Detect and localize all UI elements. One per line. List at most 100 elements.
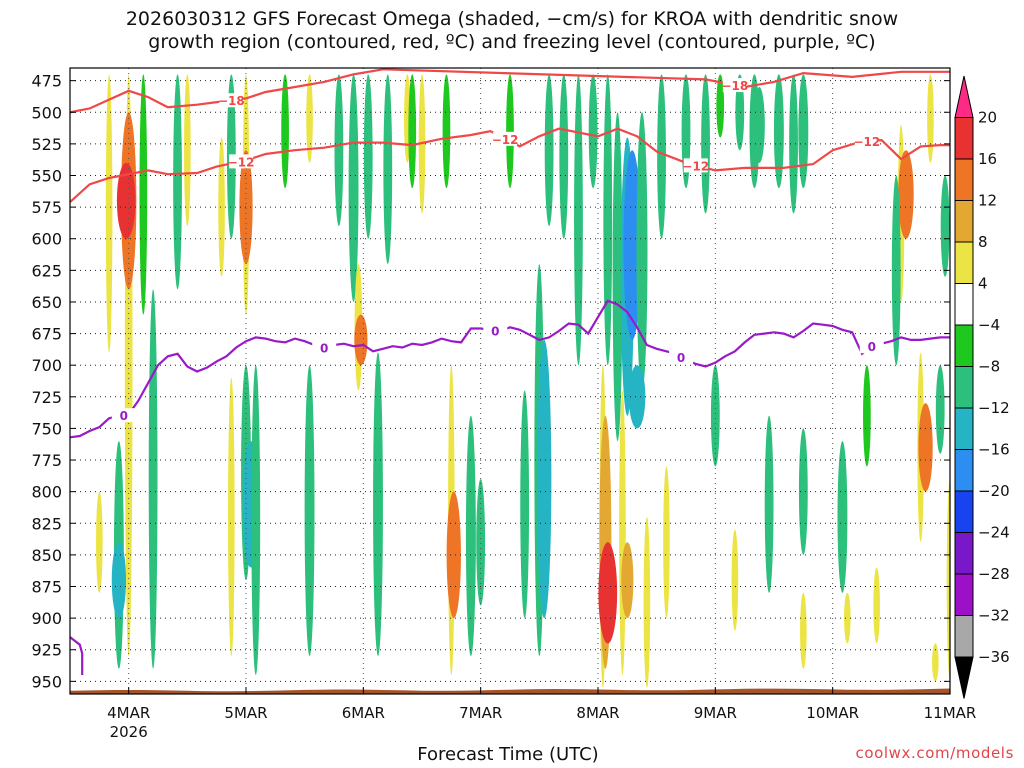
omega-blob-62: [716, 74, 725, 138]
omega-blob-35: [465, 415, 476, 657]
omega-blob-55: [598, 542, 618, 644]
contour-line-0: [70, 68, 950, 114]
terrain-ground: [70, 688, 950, 694]
chart-title-line-2: growth region (contoured, red, ºC) and f…: [148, 31, 876, 53]
omega-blob-8: [148, 289, 158, 669]
contour-label-8: 0: [491, 324, 499, 338]
omega-blob-5: [105, 74, 113, 353]
omega-blob-57: [621, 542, 634, 619]
y-tick-label-950: 950: [31, 672, 62, 691]
x-tick-label-2: 6MAR: [342, 704, 385, 722]
y-tick-label-600: 600: [31, 230, 62, 249]
omega-blob-83: [844, 592, 851, 644]
contour-label-bg-4: [683, 158, 708, 173]
y-tick-label-575: 575: [31, 198, 62, 217]
omega-blob-23: [348, 74, 359, 302]
x-tick-label-1: 5MAR: [224, 704, 267, 722]
omega-blob-36: [476, 479, 486, 606]
colorbar-bottom-arrow: [954, 656, 974, 699]
axes: 475 500 525 550 575 600 625 650 675 700 725 750 775 8…: [31, 72, 976, 741]
omega-blob-45: [603, 74, 613, 366]
contour-label-1: −18: [722, 79, 749, 93]
contour-label-bg-1: [722, 78, 747, 93]
omega-blob-80: [935, 365, 945, 454]
terrain-surface: [70, 688, 950, 694]
omega-blob-65: [753, 86, 765, 163]
omega-blob-69: [764, 415, 774, 593]
y-tick-label-500: 500: [31, 103, 62, 122]
colorbar-label-8: −16: [978, 441, 1010, 459]
temperature-contours: −18 −18 −12 −12 −12 −12 0 0 0 0 0: [70, 68, 950, 675]
colorbar-segment-2: [954, 158, 974, 201]
x-axis-title: Forecast Time (UTC): [417, 744, 599, 765]
y-tick-label-900: 900: [31, 609, 62, 628]
colorbar-segment-11: [954, 532, 974, 575]
omega-shading: [96, 74, 950, 688]
contour-label-bg-7: [312, 340, 337, 355]
omega-blob-63: [735, 74, 745, 151]
omega-blob-21: [304, 365, 315, 657]
contour-label-10: 0: [868, 340, 876, 354]
colorbar-label-2: 12: [978, 192, 997, 210]
omega-blob-42: [559, 74, 569, 239]
contour-label-bg-9: [669, 349, 694, 364]
colorbar-segment-10: [954, 490, 974, 533]
omega-blob-30: [408, 74, 417, 189]
omega-blob-59: [663, 466, 670, 619]
contour-label-6: 0: [120, 409, 128, 423]
colorbar-segment-13: [954, 615, 974, 658]
omega-blob-18: [251, 365, 261, 676]
colorbar-segment-1: [954, 117, 974, 160]
contour-label-2: −12: [228, 155, 255, 169]
omega-blob-15: [228, 377, 235, 657]
y-tick-label-750: 750: [31, 419, 62, 438]
y-tick-label-725: 725: [31, 388, 62, 407]
omega-blob-37: [506, 74, 514, 189]
omega-blob-25: [354, 314, 368, 366]
colorbar-segment-5: [954, 283, 974, 326]
y-tick-label-775: 775: [31, 451, 62, 470]
omega-blob-58: [643, 516, 651, 688]
omega-blob-44: [588, 74, 598, 189]
colorbar-segment-3: [954, 200, 974, 243]
colorbar-label-4: 4: [978, 275, 988, 293]
freezing-level-surface-segment: [70, 636, 84, 675]
x-tick-label-5: 9MAR: [694, 704, 737, 722]
contour-label-bg-3: [493, 131, 518, 146]
omega-blob-66: [773, 74, 784, 189]
omega-blob-48: [623, 150, 642, 340]
colorbar: 20 16 12 8 4 −4 −8 −12 −16 −20 −24 −28 −32 −36: [954, 75, 1010, 699]
contour-label-9: 0: [677, 351, 685, 365]
omega-blob-50: [628, 365, 646, 429]
omega-blob-34: [446, 491, 461, 619]
colorbar-label-6: −8: [978, 358, 1000, 376]
omega-blob-4: [111, 542, 127, 619]
contour-label-bg-2: [229, 154, 254, 169]
y-tick-label-475: 475: [31, 72, 62, 91]
omega-blob-39: [544, 74, 554, 227]
y-tick-label-650: 650: [31, 293, 62, 312]
x-tick-label-4: 8MAR: [576, 704, 619, 722]
omega-blob-6: [96, 491, 103, 593]
omega-blob-9: [173, 74, 182, 290]
colorbar-label-5: −4: [978, 316, 1000, 334]
y-tick-label-700: 700: [31, 356, 62, 375]
omega-blob-77: [918, 403, 933, 492]
contour-label-bg-10: [859, 339, 884, 354]
y-tick-label-875: 875: [31, 578, 62, 597]
omega-blob-75: [891, 175, 901, 366]
colorbar-segment-4: [954, 241, 974, 284]
colorbar-label-0: 20: [978, 109, 997, 127]
omega-blob-71: [837, 441, 848, 593]
y-tick-label-825: 825: [31, 514, 62, 533]
y-tick-label-850: 850: [31, 546, 62, 565]
omega-blob-79: [940, 175, 950, 277]
colorbar-label-1: 16: [978, 150, 997, 168]
colorbar-label-12: −32: [978, 607, 1010, 625]
plot-frame: [69, 67, 951, 695]
contour-label-bg-0: [219, 93, 244, 108]
omega-blob-81: [946, 479, 950, 682]
y-tick-label-550: 550: [31, 166, 62, 185]
omega-blob-28: [373, 352, 383, 657]
colorbar-segment-12: [954, 573, 974, 616]
